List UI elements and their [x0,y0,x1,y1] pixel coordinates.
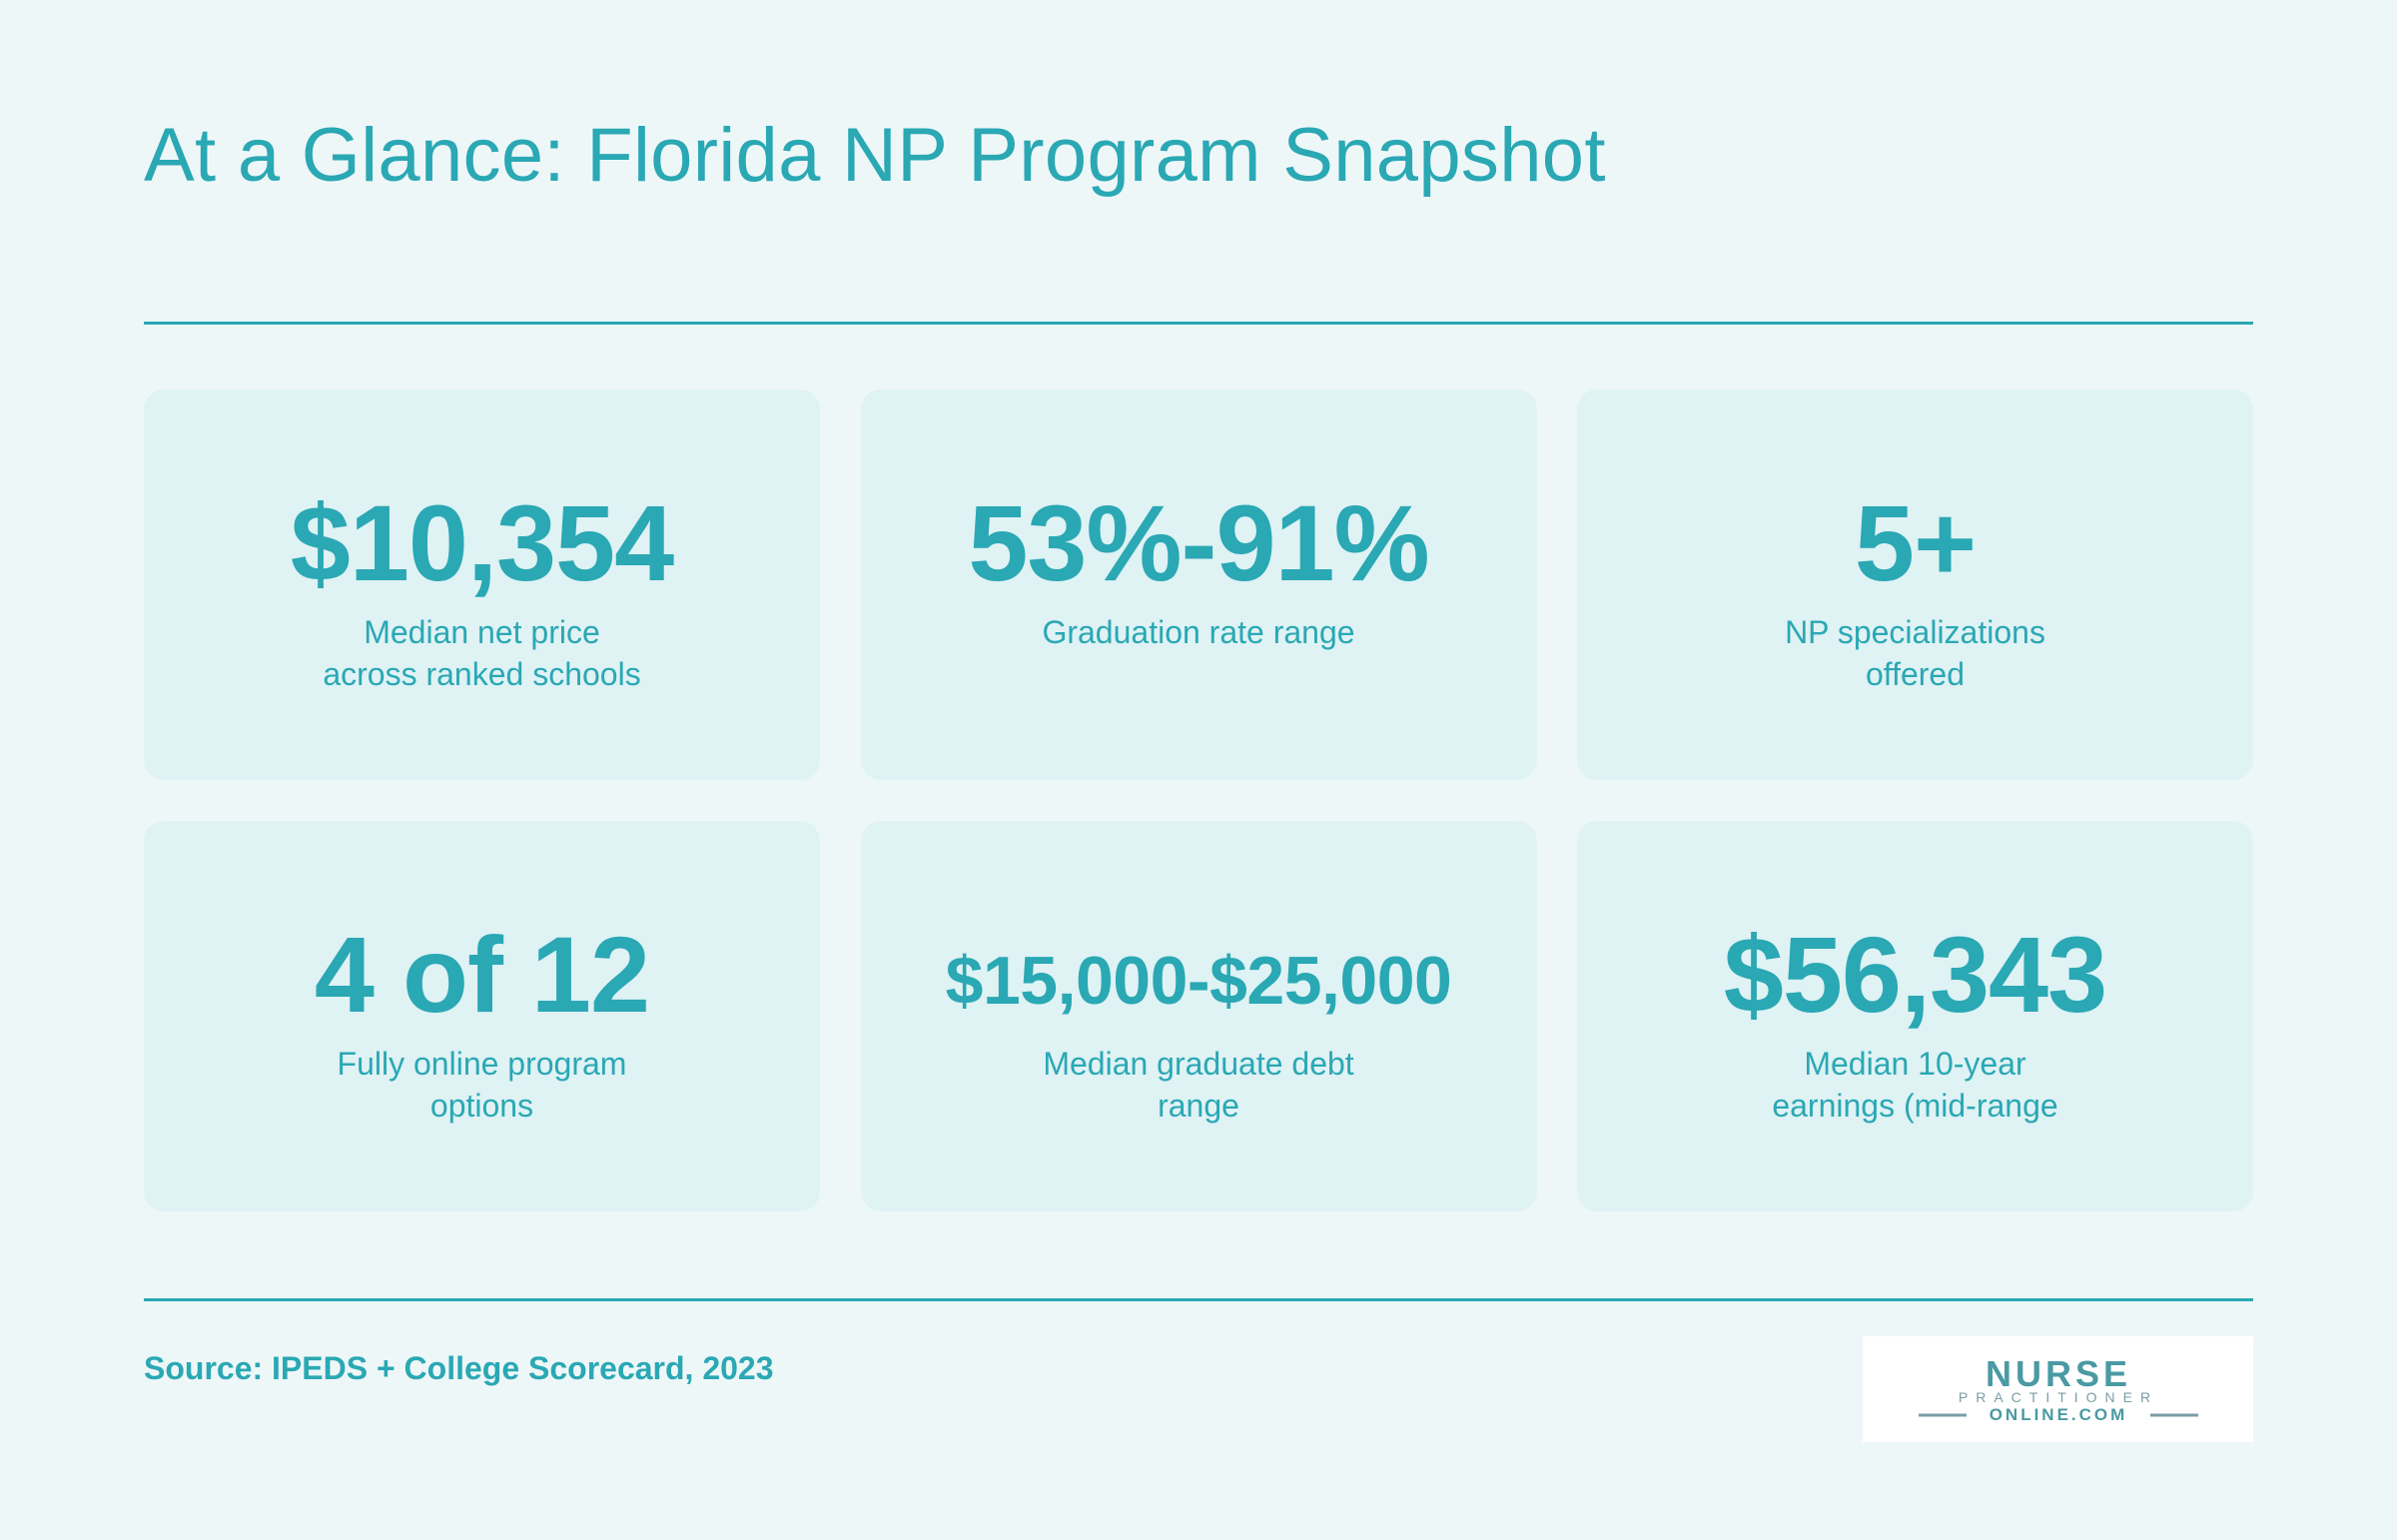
brand-logo: NURSE PRACTITIONER ONLINE.COM [1863,1336,2253,1442]
stat-label: Median 10-year earnings (mid-range [1637,1043,2193,1127]
stat-value: $10,354 [290,482,674,603]
top-divider [144,322,2253,325]
stat-label-line: Median net price [364,614,600,650]
stat-value: $56,343 [1723,914,2107,1035]
stat-value: 4 of 12 [314,914,650,1035]
logo-mark: NURSE PRACTITIONER ONLINE.COM [1918,1354,2198,1424]
stat-label-line: Median graduate debt [1043,1046,1354,1082]
stat-label: Fully online program options [204,1043,760,1127]
stat-card-graduation-rate: 53%-91% Graduation rate range [860,389,1537,780]
stat-card-earnings: $56,343 Median 10-year earnings (mid-ran… [1577,821,2253,1211]
stat-label-line: Fully online program [337,1046,627,1082]
source-note: Source: IPEDS + College Scorecard, 2023 [144,1350,774,1386]
stat-label: Median graduate debt range [921,1043,1477,1127]
stat-value: 53%-91% [968,482,1429,603]
logo-text-online: ONLINE.COM [1989,1405,2127,1424]
stat-value: $15,000-$25,000 [945,943,1452,1019]
stat-label: Median net price across ranked schools [204,611,760,695]
stat-label: NP specializations offered [1637,611,2193,695]
page-title: At a Glance: Florida NP Program Snapshot [144,113,1606,198]
stat-label-line: options [429,1088,534,1124]
stat-label-line: Graduation rate range [1042,614,1355,650]
stat-label-line: NP specializations [1785,614,2045,650]
bottom-divider [144,1298,2253,1301]
stat-value: 5+ [1854,482,1977,603]
logo-text-practitioner: PRACTITIONER [1958,1389,2157,1405]
stat-card-net-price: $10,354 Median net price across ranked s… [144,389,820,780]
stat-label-line: offered [1865,656,1966,692]
stat-label-line: across ranked schools [323,656,641,692]
stat-card-online-options: 4 of 12 Fully online program options [144,821,820,1211]
stat-label-line: Median 10-year [1804,1046,2026,1082]
stat-card-specializations: 5+ NP specializations offered [1577,389,2253,780]
stat-label-line: earnings (mid-range [1772,1088,2058,1124]
stats-grid: $10,354 Median net price across ranked s… [144,389,2253,1211]
stat-label: Graduation rate range [921,611,1477,653]
stat-label-line: range [1158,1088,1239,1124]
logo-text-nurse: NURSE [1985,1354,2130,1394]
stat-card-graduate-debt: $15,000-$25,000 Median graduate debt ran… [860,821,1537,1211]
